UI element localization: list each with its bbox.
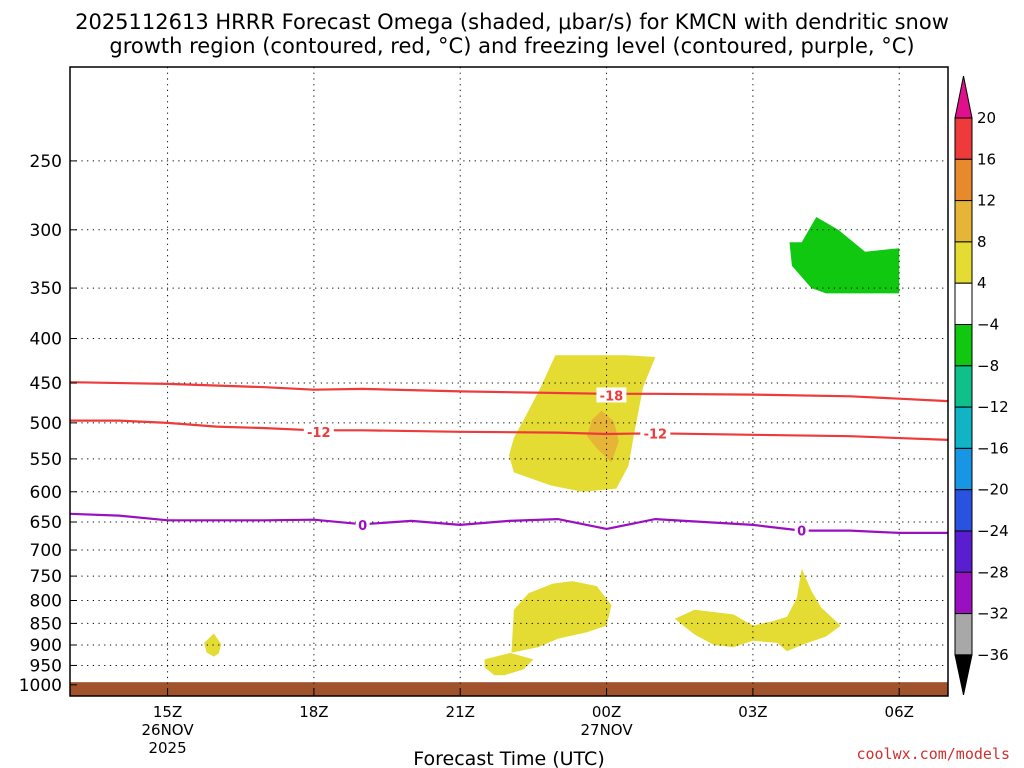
omega-region-5 xyxy=(789,217,900,294)
chart-title-line2: growth region (contoured, red, °C) and f… xyxy=(109,34,914,58)
ytick-label-450: 450 xyxy=(30,374,62,394)
contour-label-3: 0 xyxy=(358,519,367,534)
colorbar-tick-5: −4 xyxy=(977,316,999,334)
colorbar-bin-2 xyxy=(954,200,973,243)
colorbar-tick-8: −16 xyxy=(977,439,1009,457)
colorbar-bin-8 xyxy=(954,447,973,491)
omega-region-3 xyxy=(674,568,841,652)
colorbar-tick-12: −32 xyxy=(977,605,1009,623)
x-axis-label: Forecast Time (UTC) xyxy=(413,748,604,768)
ytick-label-250: 250 xyxy=(30,152,62,172)
contour-label-0: -18 xyxy=(600,389,624,404)
ytick-label-650: 650 xyxy=(30,513,62,533)
contour-label-bg-3 xyxy=(355,516,370,532)
colorbar-bin-7 xyxy=(954,406,973,449)
colorbar-bin-4 xyxy=(954,282,973,326)
colorbar-tick-13: −36 xyxy=(977,646,1009,664)
colorbar-bin-5 xyxy=(954,324,973,367)
ytick-label-800: 800 xyxy=(30,591,62,611)
omega-region-2 xyxy=(484,581,612,676)
ytick-label-850: 850 xyxy=(30,614,62,634)
ytick-label-400: 400 xyxy=(30,330,62,350)
contour-label-bg-4 xyxy=(794,522,809,538)
colorbar-bottom-arrow xyxy=(954,654,973,696)
colorbar-bin-12 xyxy=(954,613,973,656)
grid xyxy=(70,67,948,696)
colorbar-bin-0 xyxy=(954,117,973,160)
contour-label-bg-1 xyxy=(303,423,334,439)
omega-region-1 xyxy=(587,410,619,463)
omega-shading xyxy=(204,217,900,676)
chart-title-line1: 2025112613 HRRR Forecast Omega (shaded, … xyxy=(75,10,949,34)
colorbar-tick-0: 20 xyxy=(977,109,996,127)
xtick-label-06Z: 06Z xyxy=(885,703,914,721)
xtick-label-00Z: 00Z xyxy=(592,703,621,721)
colorbar-tick-3: 8 xyxy=(977,233,987,251)
contour-line-0 xyxy=(69,381,949,403)
ytick-label-1000: 1000 xyxy=(19,676,62,696)
ytick-label-950: 950 xyxy=(30,656,62,676)
colorbar-bin-11 xyxy=(954,571,973,615)
colorbar-tick-11: −28 xyxy=(977,563,1009,581)
colorbar-tick-4: 4 xyxy=(977,274,987,292)
ytick-label-300: 300 xyxy=(30,221,62,241)
colorbar-bin-6 xyxy=(954,365,973,408)
xtick-label-15Z: 15Z xyxy=(153,703,182,721)
xtick-label-18Z: 18Z xyxy=(299,703,328,721)
ytick-label-900: 900 xyxy=(30,636,62,656)
xtick-year-15Z: 2025 xyxy=(148,739,186,757)
ytick-label-550: 550 xyxy=(30,450,62,470)
colorbar-bin-1 xyxy=(954,158,973,202)
xtick-label-03Z: 03Z xyxy=(738,703,767,721)
colorbar-tick-1: 16 xyxy=(977,150,996,168)
colorbar-tick-9: −20 xyxy=(977,481,1009,499)
colorbar-bin-3 xyxy=(954,241,973,284)
ytick-label-500: 500 xyxy=(30,414,62,434)
ground-fill xyxy=(70,682,948,696)
credit-text: coolwx.com/models xyxy=(856,745,1010,763)
xtick-date-00Z: 27NOV xyxy=(580,721,633,739)
contour-line-1 xyxy=(70,419,949,441)
plot-frame xyxy=(69,66,949,697)
contour-line-3 xyxy=(69,512,948,535)
colorbar: 20 16 12 8 4 −4 −8 −12 −16 −20 −24 −28 −32 −36 xyxy=(954,75,1009,696)
ytick-label-600: 600 xyxy=(30,483,62,503)
ytick-label-350: 350 xyxy=(30,279,62,299)
y-axis: 2503003504004505005506006507007508008509… xyxy=(19,152,77,696)
ground-surface xyxy=(70,682,948,696)
colorbar-tick-2: 12 xyxy=(977,192,996,210)
xtick-date-15Z: 26NOV xyxy=(141,721,194,739)
xtick-label-21Z: 21Z xyxy=(446,703,475,721)
ytick-label-750: 750 xyxy=(30,567,62,587)
contour-label-bg-0 xyxy=(596,387,627,403)
colorbar-bin-10 xyxy=(954,530,973,573)
contours: -18 -12 -12 0 0 xyxy=(69,381,949,540)
colorbar-bin-9 xyxy=(954,489,973,532)
omega-region-0 xyxy=(509,355,656,492)
colorbar-tick-6: −8 xyxy=(977,357,999,375)
colorbar-tick-10: −24 xyxy=(977,522,1009,540)
contour-label-4: 0 xyxy=(797,525,806,540)
ytick-label-700: 700 xyxy=(30,541,62,561)
contour-label-1: -12 xyxy=(307,426,331,441)
contour-label-2: -12 xyxy=(644,427,668,442)
colorbar-tick-7: −12 xyxy=(977,398,1009,416)
contour-label-bg-2 xyxy=(640,425,671,441)
colorbar-top-arrow xyxy=(954,75,973,119)
